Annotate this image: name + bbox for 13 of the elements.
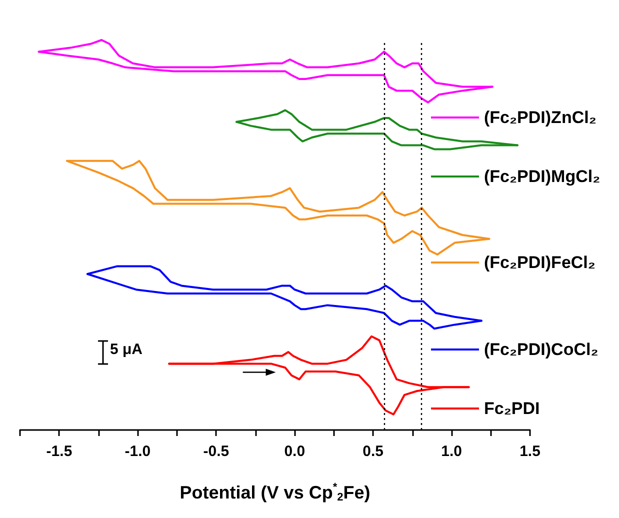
legend-label: (Fc₂PDI)CoCl₂ [484,340,598,359]
legend-label: (Fc₂PDI)FeCl₂ [484,253,596,272]
x-tick-label: 0.5 [362,443,384,460]
x-tick-label: -1.0 [124,443,151,460]
legend-label: (Fc₂PDI)MgCl₂ [484,167,600,186]
x-tick-label: 1.5 [520,443,540,460]
annotation: 5 μA [110,341,143,358]
x-tick-label: 0.0 [284,443,306,460]
x-tick-label: -1.5 [46,443,72,460]
legend-label: Fc₂PDI [484,399,540,418]
x-tick-label: 1.0 [441,443,462,460]
x-tick-label: -0.5 [203,443,230,460]
legend-label: (Fc₂PDI)ZnCl₂ [484,108,596,127]
